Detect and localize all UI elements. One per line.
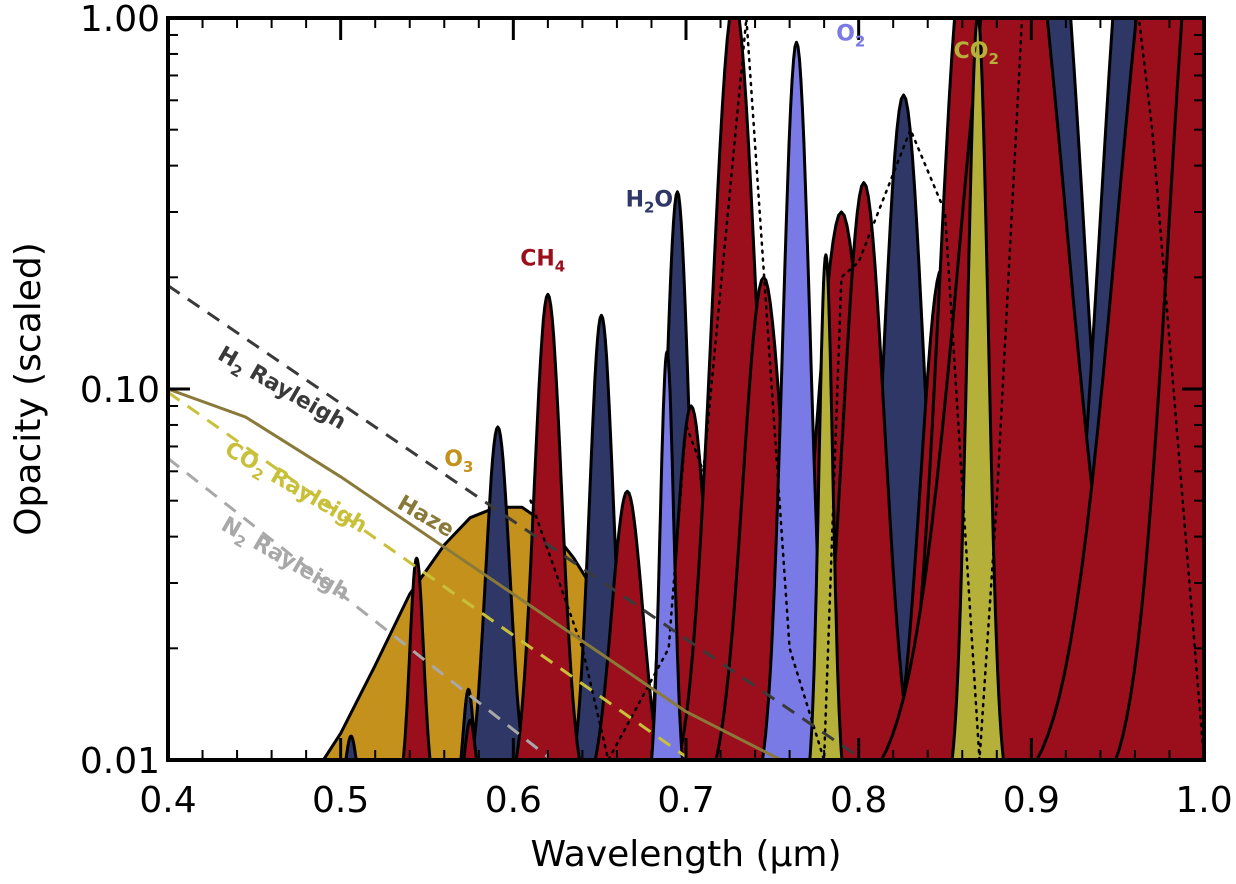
x-tick-label: 0.5 [312, 780, 369, 821]
h2o-label: H2O [626, 188, 674, 217]
x-tick-label: 0.9 [1003, 780, 1060, 821]
y-tick-label: 1.00 [80, 0, 160, 40]
x-axis-title: Wavelength (μm) [530, 834, 841, 875]
o2-label: O2 [836, 21, 865, 50]
x-tick-label: 1.0 [1175, 780, 1232, 821]
x-tick-label: 0.6 [485, 780, 542, 821]
n2-rayleigh-label: N2 Rayleigh [215, 512, 354, 609]
x-tick-label: 0.4 [139, 780, 196, 821]
y-axis-title: Opacity (scaled) [8, 242, 49, 536]
o3-label: O3 [444, 447, 473, 476]
ch4-label: CH4 [520, 247, 565, 276]
h2-rayleigh-label: H2 Rayleigh [211, 342, 350, 439]
x-tick-label: 0.7 [657, 780, 714, 821]
absorption-fills [323, 0, 1236, 796]
x-tick-label: 0.8 [830, 780, 887, 821]
y-tick-label: 0.01 [80, 741, 160, 782]
y-tick-label: 0.10 [80, 370, 160, 411]
